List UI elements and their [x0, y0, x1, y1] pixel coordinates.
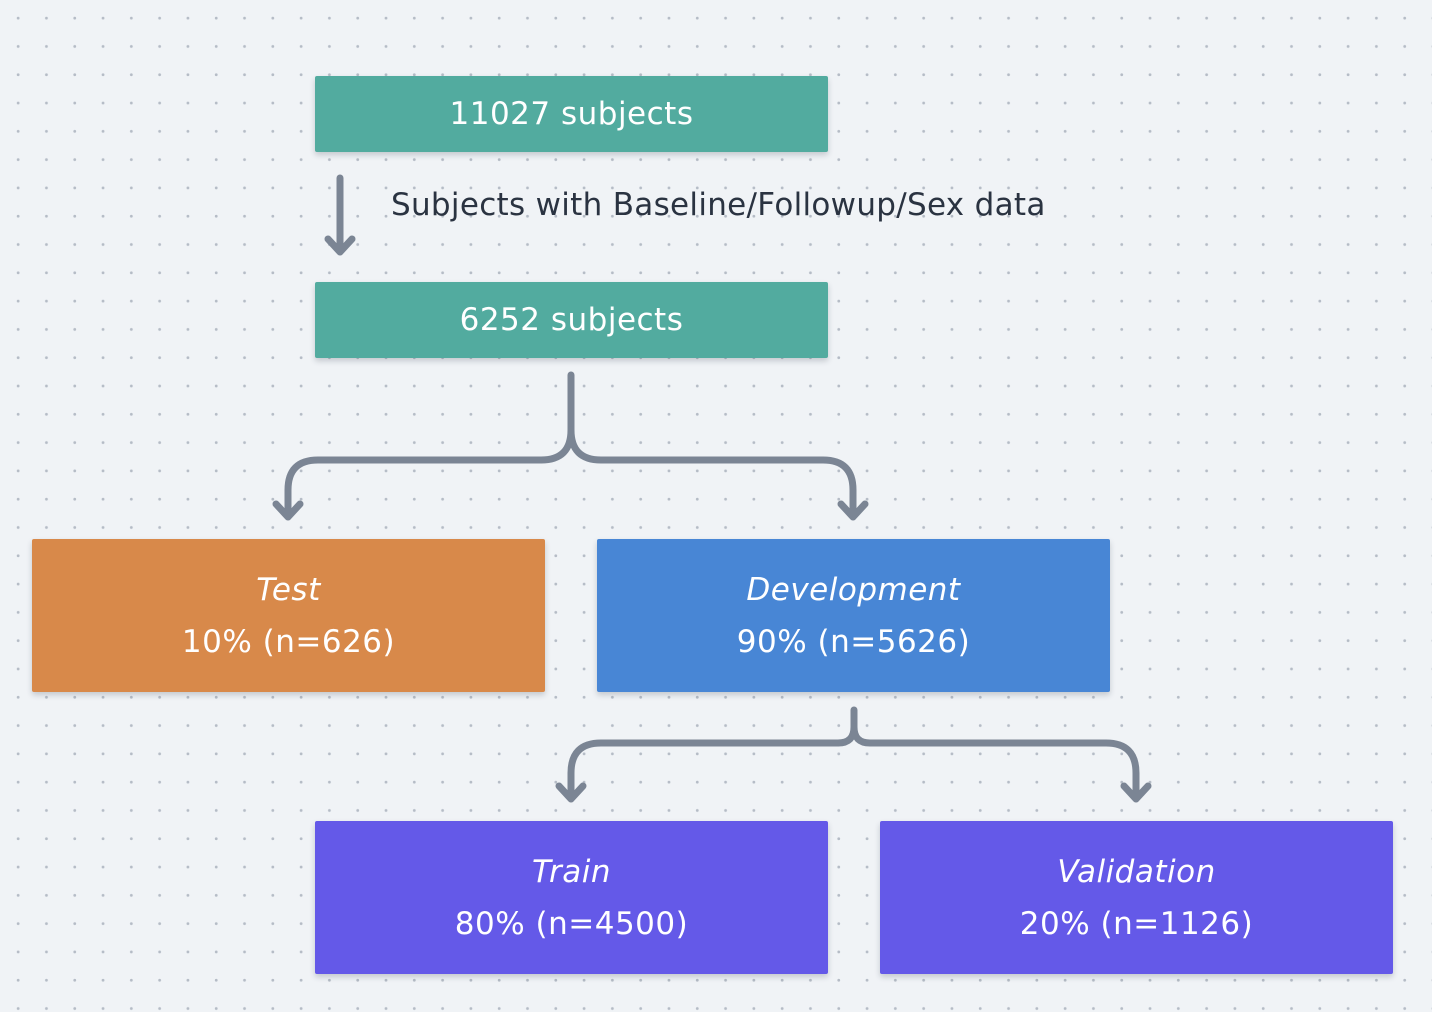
arrow-split-top-stem — [537, 371, 575, 464]
arrow-to-dev-head — [837, 500, 869, 521]
arrow-filter-head — [324, 235, 356, 256]
arrow-to-train-head — [555, 782, 587, 803]
node-development-name: Development — [746, 571, 961, 608]
node-test-detail: 10% (n=626) — [181, 623, 396, 660]
node-development: Development 90% (n=5626) — [597, 539, 1110, 692]
arrow-to-train — [567, 739, 842, 801]
node-validation-name: Validation — [1057, 853, 1216, 890]
node-validation-detail: 20% (n=1126) — [1019, 905, 1254, 942]
arrow-to-test — [284, 456, 545, 519]
node-test-name: Test — [256, 571, 321, 608]
node-train: Train 80% (n=4500) — [315, 821, 828, 974]
arrow-to-dev — [567, 426, 857, 519]
node-train-name: Train — [531, 853, 612, 890]
arrow-to-val-head — [1120, 782, 1152, 803]
arrow-to-test-head — [272, 500, 304, 521]
node-development-detail: 90% (n=5626) — [736, 623, 971, 660]
node-train-detail: 80% (n=4500) — [454, 905, 689, 942]
node-validation: Validation 20% (n=1126) — [880, 821, 1393, 974]
node-filtered-subjects: 6252 subjects — [315, 282, 828, 358]
arrow-to-val — [850, 723, 1140, 801]
node-total-subjects: 11027 subjects — [315, 76, 828, 152]
filter-edge-label: Subjects with Baseline/Followup/Sex data — [391, 187, 1046, 223]
node-filtered-label: 6252 subjects — [459, 302, 684, 338]
node-test: Test 10% (n=626) — [32, 539, 545, 692]
node-total-label: 11027 subjects — [449, 96, 694, 132]
